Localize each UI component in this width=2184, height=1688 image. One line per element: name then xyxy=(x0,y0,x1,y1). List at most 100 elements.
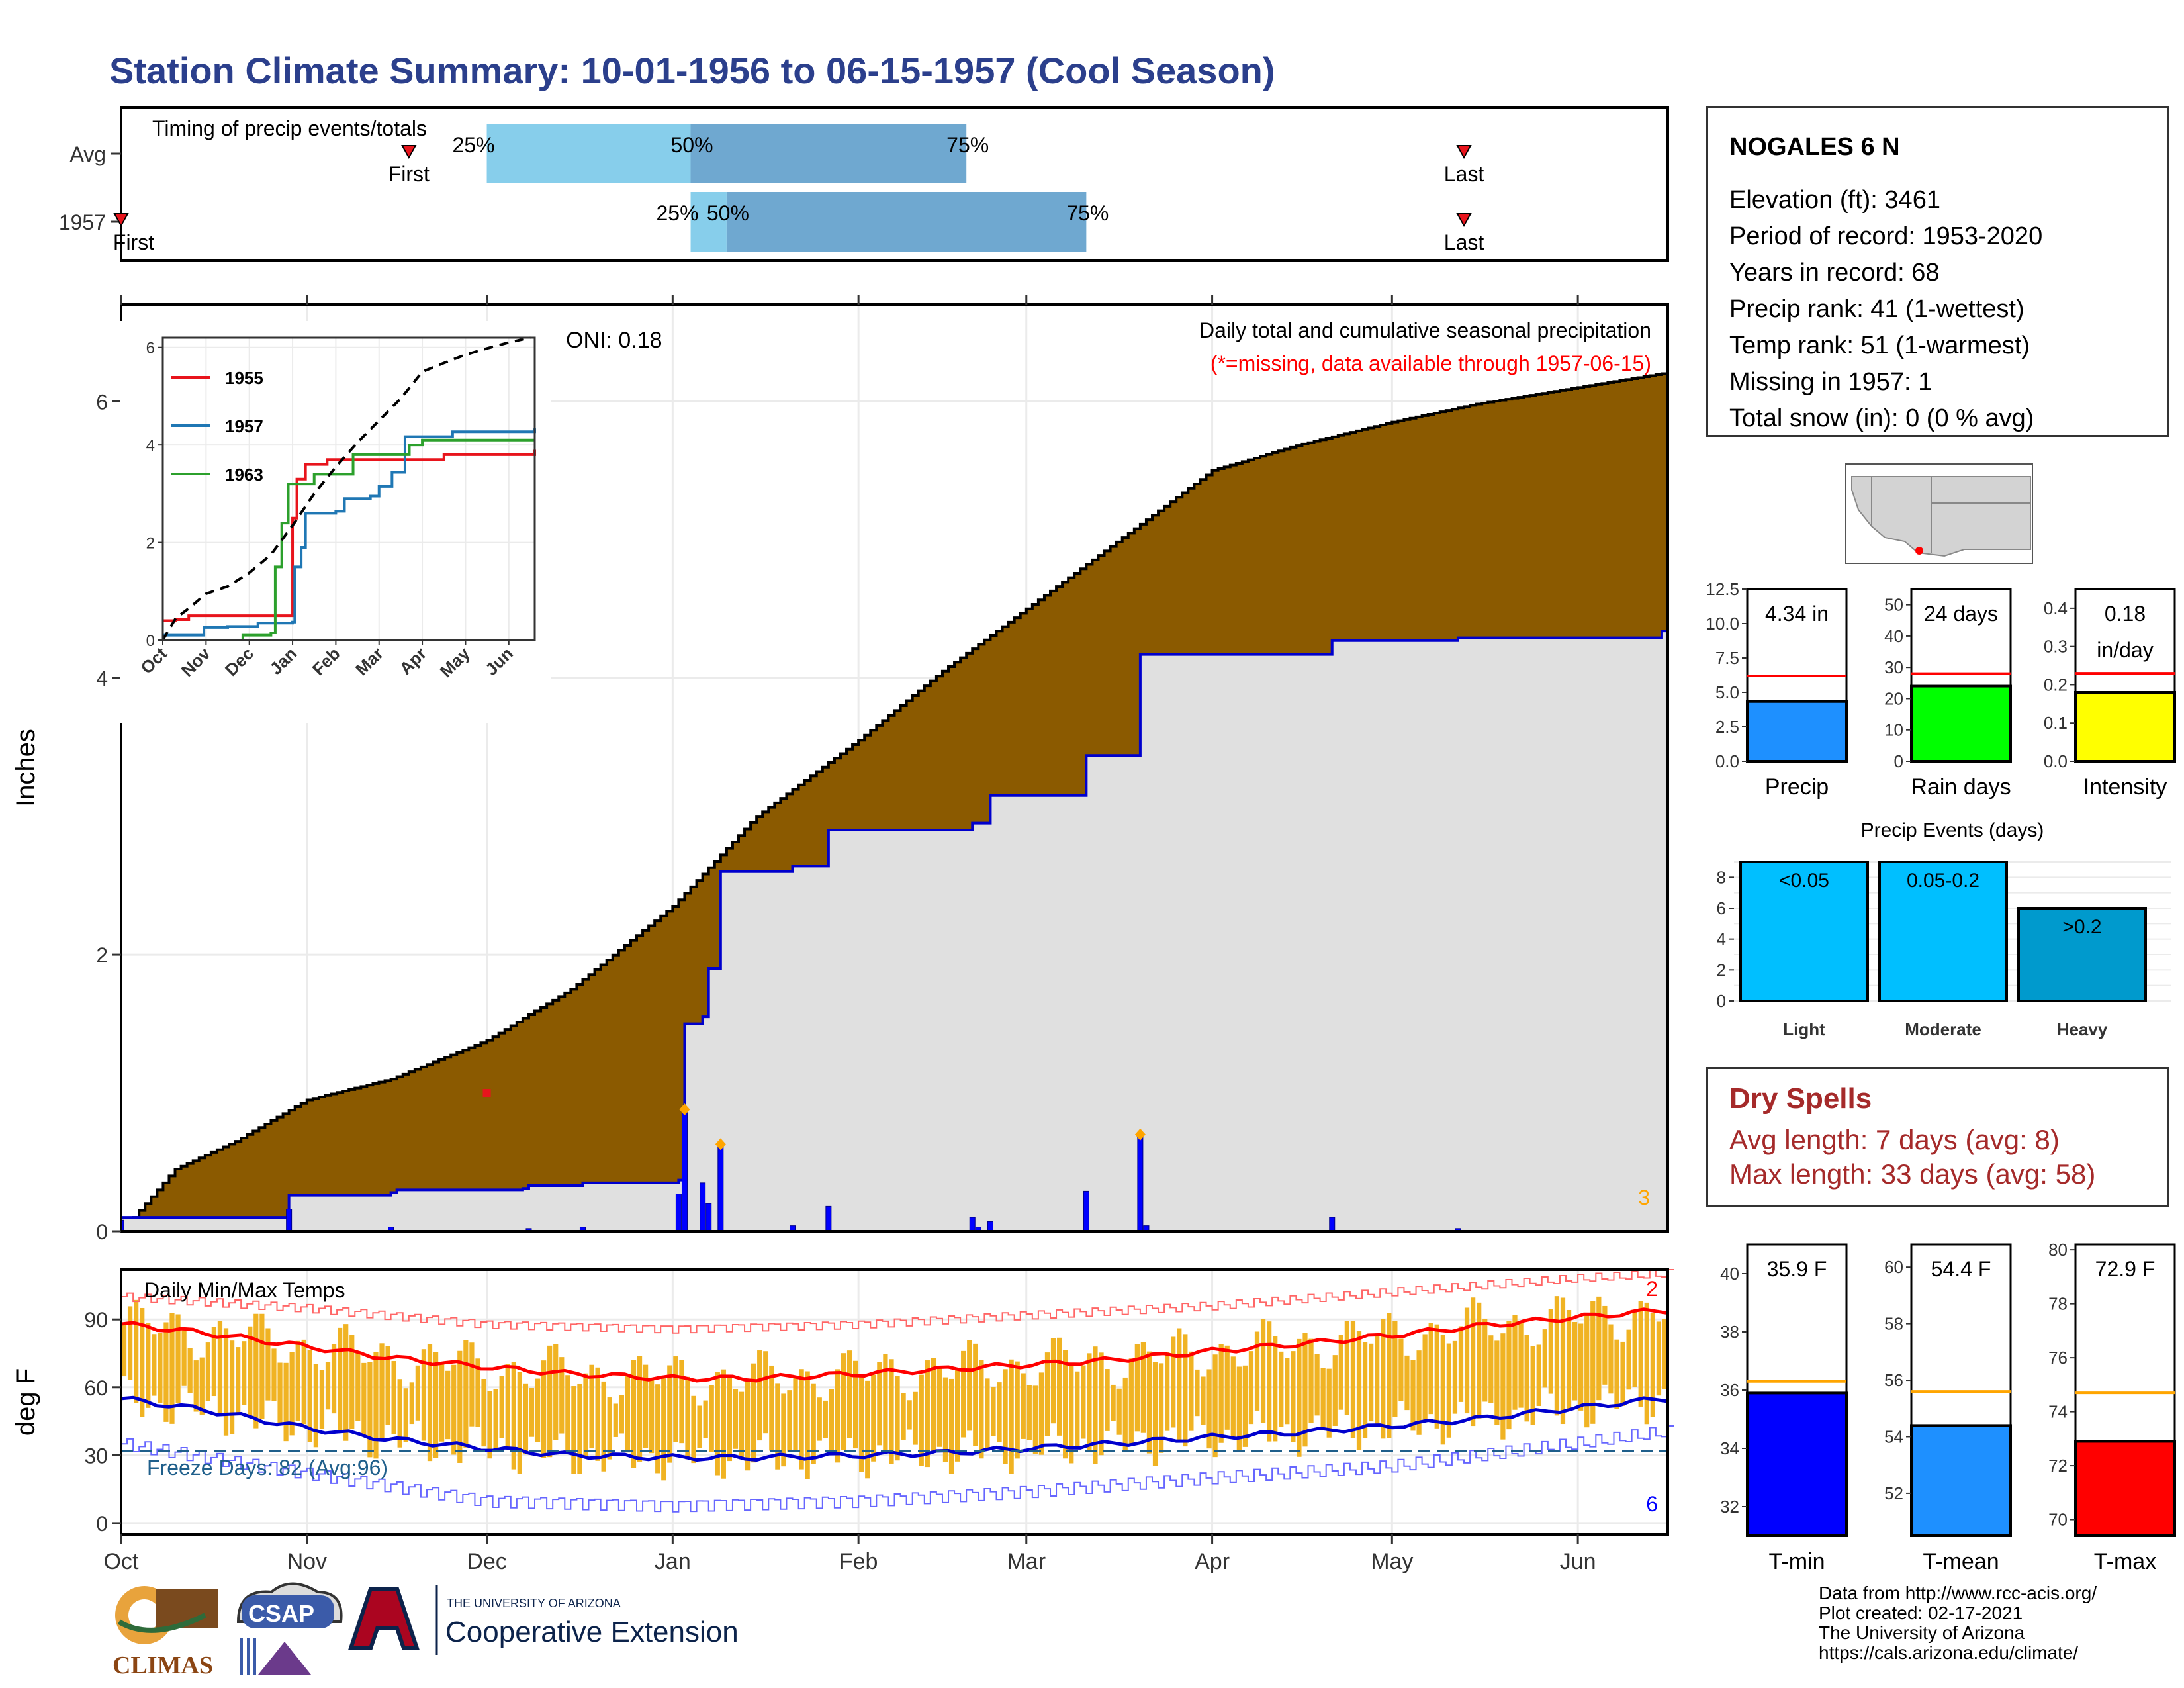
temp-record-high-count: 2 xyxy=(1646,1277,1658,1301)
events-bar xyxy=(2017,907,2147,1002)
inset-series-line-0 xyxy=(163,449,536,622)
daily-temp-bar xyxy=(439,1364,445,1442)
ua-logo: THE UNIVERSITY OF ARIZONA Cooperative Ex… xyxy=(347,1585,739,1655)
daily-temp-bar xyxy=(1105,1369,1110,1431)
daily-temp-bar xyxy=(1596,1296,1602,1401)
csap-logo: CSAP xyxy=(236,1582,343,1675)
daily-precip-bar xyxy=(790,1225,796,1231)
inset-series-line-3 xyxy=(161,336,531,641)
daily-temp-bar xyxy=(1644,1302,1649,1425)
inset-series-line-2 xyxy=(163,438,535,641)
daily-temp-bar xyxy=(919,1374,924,1466)
daily-temp-bar xyxy=(942,1377,948,1462)
daily-temp-bar xyxy=(134,1299,139,1403)
daily-temp-bar xyxy=(865,1380,870,1479)
daily-temp-bar xyxy=(781,1393,786,1467)
daily-temp-bar xyxy=(961,1350,966,1438)
daily-temp-bar xyxy=(1063,1350,1068,1459)
timing-pct-label: 50% xyxy=(670,133,713,157)
daily-temp-bar xyxy=(1111,1384,1116,1421)
daily-temp-bar xyxy=(379,1343,385,1439)
daily-temp-bar xyxy=(301,1339,306,1425)
daily-temp-bar xyxy=(1026,1385,1032,1440)
daily-temp-bar xyxy=(481,1378,486,1447)
timing-first-marker xyxy=(401,145,417,160)
daily-temp-bar xyxy=(709,1385,714,1452)
daily-temp-bar xyxy=(811,1383,816,1464)
daily-temp-bar xyxy=(852,1360,858,1449)
summary-value-label: 4.34 in xyxy=(1765,602,1829,626)
daily-precip-bar xyxy=(286,1209,293,1231)
summary-y-tick-label: 52 xyxy=(1884,1483,1903,1503)
summary-bar xyxy=(1746,1391,1848,1537)
summary-category-label: T-mean xyxy=(1923,1549,1999,1574)
summary-y-tick-label: 0.1 xyxy=(2044,713,2068,733)
daily-precip-bar xyxy=(681,1109,688,1231)
daily-temp-bar xyxy=(907,1400,912,1430)
daily-temp-bar xyxy=(1081,1365,1086,1439)
inset-legend-label: 1955 xyxy=(225,368,263,388)
precip-chart: 0 2 4 6 Inches Daily total and cumulative sea… xyxy=(11,295,1669,1244)
daily-temp-bar xyxy=(979,1360,984,1459)
daily-temp-bar xyxy=(295,1340,300,1421)
daily-temp-bar xyxy=(1626,1329,1631,1390)
summary-value-label: 0.18 xyxy=(2105,602,2146,626)
daily-temp-bar xyxy=(1356,1331,1362,1450)
summary-y-tick-label: 72 xyxy=(2048,1456,2068,1476)
daily-temp-bar xyxy=(385,1346,390,1425)
timing-band-low xyxy=(690,192,727,252)
events-y-tick-label: 2 xyxy=(1717,960,1726,980)
footer-credits: Data from http://www.rcc-acis.org/ Plot … xyxy=(1819,1583,2176,1669)
daily-temp-bar xyxy=(571,1386,576,1474)
daily-temp-bar xyxy=(1428,1323,1433,1415)
precip-frame xyxy=(120,303,1669,1233)
record-min-line xyxy=(121,1425,1674,1513)
summary-value-label: in/day xyxy=(2097,638,2153,662)
precip-corner-count: 3 xyxy=(1638,1186,1650,1209)
daily-temp-bar xyxy=(1195,1369,1200,1417)
summary-y-tick-label: 78 xyxy=(2048,1294,2068,1314)
station-line: Missing in 1957: 1 xyxy=(1729,368,1933,396)
daily-temp-bar xyxy=(631,1360,637,1468)
daily-temp-bar xyxy=(883,1354,888,1451)
climas-logo: CLIMAS xyxy=(113,1586,218,1679)
daily-temp-bar xyxy=(805,1371,810,1479)
daily-temp-bar xyxy=(1093,1346,1098,1464)
daily-temp-bar xyxy=(1021,1373,1026,1439)
daily-temp-bar xyxy=(1458,1326,1464,1402)
summary-y-tick-label: 0.2 xyxy=(2044,675,2068,694)
daily-temp-bar xyxy=(1506,1321,1512,1430)
daily-temp-bar xyxy=(589,1364,594,1449)
daily-temp-bar xyxy=(715,1372,720,1476)
daily-temp-bar xyxy=(1314,1354,1320,1416)
dry-spells-title: Dry Spells xyxy=(1729,1082,1872,1115)
daily-temp-bar xyxy=(313,1364,319,1448)
station-line: Years in record: 68 xyxy=(1729,259,1940,287)
summary-y-tick-label: 20 xyxy=(1884,688,1903,708)
temp-x-tick-label: Feb xyxy=(839,1549,878,1574)
timing-pct-label: 75% xyxy=(946,133,989,157)
temp-x-tick-label: Jun xyxy=(1560,1549,1596,1574)
summary-y-tick-label: 70 xyxy=(2048,1510,2068,1530)
daily-temp-bar xyxy=(1350,1321,1356,1438)
daily-temp-bar xyxy=(499,1376,504,1438)
daily-temp-bar xyxy=(841,1353,846,1451)
events-y-tick-label: 8 xyxy=(1717,867,1726,887)
summary-y-tick-label: 40 xyxy=(1884,626,1903,646)
daily-temp-bar xyxy=(421,1349,427,1441)
station-line: Precip rank: 41 (1-wettest) xyxy=(1729,295,2025,323)
daily-temp-bar xyxy=(1422,1334,1428,1421)
daily-temp-bar xyxy=(265,1328,271,1401)
summary-y-tick-label: 30 xyxy=(1884,657,1903,677)
daily-temp-bar xyxy=(367,1362,373,1458)
daily-temp-bar xyxy=(1392,1321,1398,1417)
daily-temp-bar xyxy=(889,1359,894,1464)
precip-events-chart: Precip Events (days) <0.05 Light 0.05-0.2 Mo… xyxy=(1717,821,2171,1039)
summary-y-tick-label: 80 xyxy=(2048,1240,2068,1260)
daily-temp-bar xyxy=(655,1384,660,1474)
daily-temp-bar xyxy=(991,1387,996,1436)
daily-temp-bar xyxy=(925,1360,930,1468)
daily-temp-bar xyxy=(745,1381,751,1471)
climas-logo-text: CLIMAS xyxy=(113,1652,213,1679)
daily-temp-bar xyxy=(1590,1301,1596,1424)
